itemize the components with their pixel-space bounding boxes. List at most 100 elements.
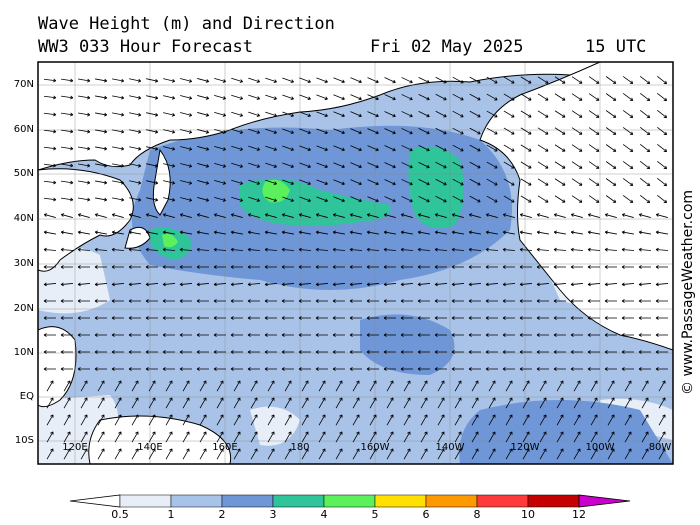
wave-arrow xyxy=(570,367,583,371)
wave-arrow xyxy=(316,145,328,152)
wave-arrow xyxy=(145,316,158,320)
wave-arrow xyxy=(335,431,343,443)
wave-arrow xyxy=(519,350,532,354)
wave-arrow xyxy=(401,77,413,84)
wave-arrow xyxy=(400,230,413,235)
colorbar-label: 12 xyxy=(572,508,586,521)
wave-arrow xyxy=(332,213,345,218)
wave-arrow xyxy=(604,299,617,303)
wave-arrow xyxy=(522,397,530,409)
wave-arrow xyxy=(451,316,464,320)
wave-arrow xyxy=(281,299,294,303)
wave-arrow xyxy=(366,350,379,354)
wave-arrow xyxy=(403,431,411,443)
wave-arrow xyxy=(77,265,91,269)
wave-arrow xyxy=(214,128,227,134)
wave-arrow xyxy=(639,127,651,136)
wave-arrow xyxy=(332,247,346,252)
wave-arrow xyxy=(299,196,311,203)
wave-arrow xyxy=(80,431,88,443)
wave-arrow xyxy=(197,78,210,83)
wave-arrow xyxy=(384,77,396,84)
wave-arrow xyxy=(486,93,498,101)
wave-arrow xyxy=(384,128,396,135)
wave-arrow xyxy=(435,110,447,118)
wave-arrow xyxy=(420,448,428,460)
wave-arrow xyxy=(78,78,91,83)
wave-arrow xyxy=(248,77,261,83)
wave-arrow xyxy=(267,380,275,392)
wave-arrow xyxy=(435,178,447,186)
wave-arrow xyxy=(485,213,498,218)
wave-arrow xyxy=(231,145,244,151)
wave-arrow xyxy=(213,282,227,287)
colorbar-label: 2 xyxy=(218,508,226,521)
wave-arrow xyxy=(369,414,377,426)
wave-arrow xyxy=(78,163,91,168)
wave-arrow xyxy=(451,265,465,269)
wave-arrow xyxy=(451,247,465,252)
wave-arrow xyxy=(503,110,515,118)
wave-arrow xyxy=(111,265,125,269)
wave-arrow xyxy=(94,350,107,354)
wave-arrow xyxy=(622,76,634,84)
colorbar-label: 0.5 xyxy=(111,508,129,521)
wave-arrow xyxy=(233,380,241,392)
wave-arrow xyxy=(519,282,533,287)
wave-arrow xyxy=(503,161,515,169)
wave-arrow xyxy=(554,93,566,101)
wave-arrow xyxy=(401,128,413,135)
wave-arrow xyxy=(265,94,277,100)
wave-arrow xyxy=(264,213,277,218)
wave-arrow xyxy=(248,111,261,117)
wave-arrow xyxy=(622,127,634,135)
wave-arrow xyxy=(587,213,600,218)
wave-arrow xyxy=(63,431,71,443)
wave-arrow xyxy=(639,93,651,102)
wave-arrow xyxy=(383,213,396,218)
wave-arrow xyxy=(180,163,193,168)
wave-arrow xyxy=(60,282,74,287)
wave-arrow xyxy=(111,316,124,320)
wave-arrow xyxy=(468,299,481,303)
wave-arrow xyxy=(553,299,566,303)
wave-arrow xyxy=(468,265,482,269)
wave-arrow xyxy=(114,414,122,426)
wave-arrow xyxy=(301,448,309,460)
wave-arrow xyxy=(129,180,142,185)
wave-arrow xyxy=(77,367,90,371)
colorbar-cell xyxy=(119,494,172,508)
wave-arrow xyxy=(400,265,414,269)
wave-arrow xyxy=(162,213,175,218)
wave-arrow xyxy=(502,333,515,337)
wave-arrow xyxy=(655,265,669,269)
wave-arrow xyxy=(180,95,193,100)
wave-arrow xyxy=(486,76,498,84)
wave-arrow xyxy=(267,431,275,443)
wave-arrow xyxy=(282,77,294,83)
wave-arrow xyxy=(196,230,209,235)
wave-arrow xyxy=(264,367,277,371)
wave-arrow xyxy=(639,110,651,119)
wave-arrow xyxy=(179,299,192,303)
wave-arrow xyxy=(638,282,652,287)
wave-arrow xyxy=(553,265,567,269)
wave-arrow xyxy=(332,230,345,235)
wave-arrow xyxy=(281,367,294,371)
wave-arrow xyxy=(485,367,498,371)
wave-arrow xyxy=(587,265,601,269)
wave-arrow xyxy=(318,414,326,426)
wave-arrow xyxy=(588,93,600,101)
wave-arrow xyxy=(454,448,462,460)
wave-arrow xyxy=(639,144,651,153)
wave-arrow xyxy=(437,397,445,409)
wave-arrow xyxy=(94,299,107,303)
wave-arrow xyxy=(417,265,431,269)
wave-arrow xyxy=(213,230,226,235)
wave-arrow xyxy=(316,179,328,186)
wave-arrow xyxy=(605,93,617,101)
wave-arrow xyxy=(488,380,496,392)
wave-arrow xyxy=(78,95,91,100)
wave-arrow xyxy=(537,76,549,84)
wave-arrow xyxy=(315,282,329,287)
